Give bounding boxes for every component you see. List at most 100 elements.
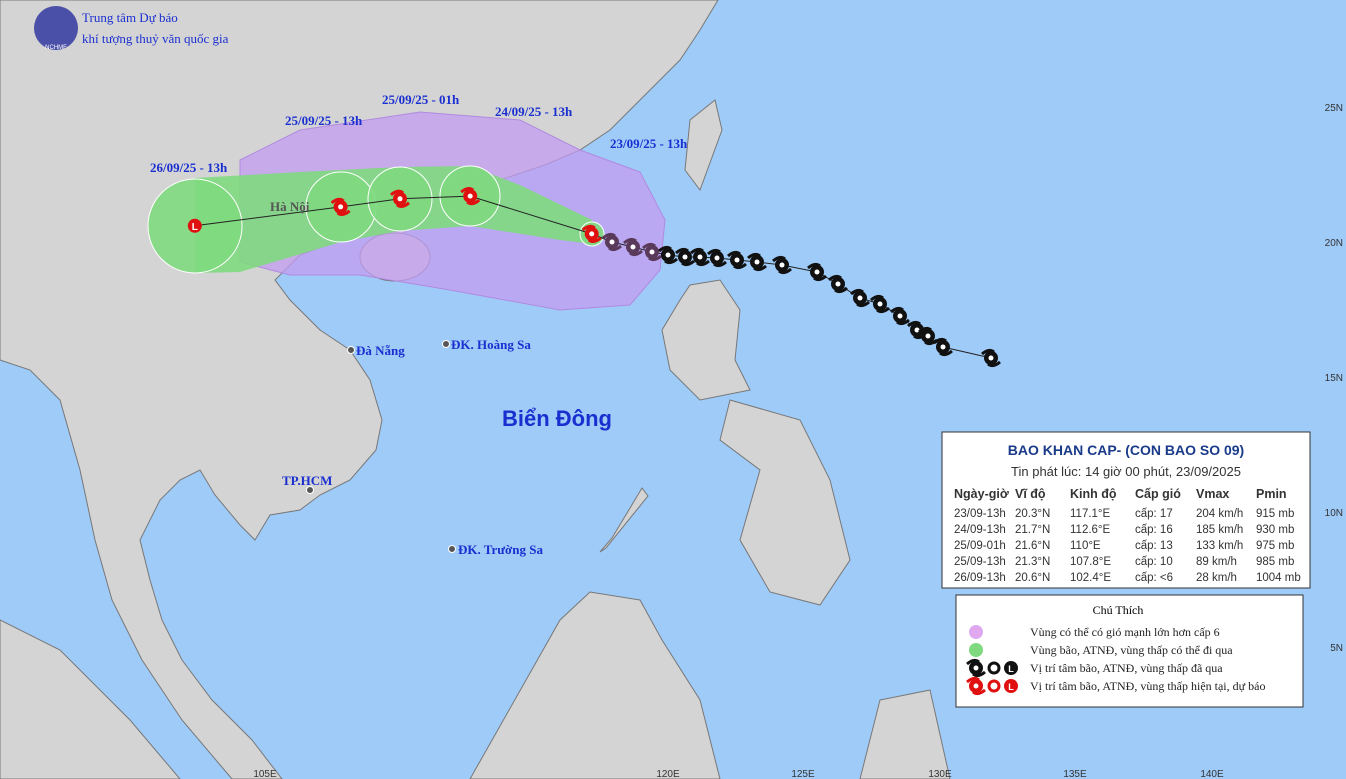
past-position — [690, 247, 710, 267]
storm-swirl — [933, 337, 953, 357]
past-position — [642, 242, 662, 262]
bulletin: BAO KHAN CAP- (CON BAO SO 09) Tin phát l… — [941, 431, 1311, 589]
table-cell: 112.6°E — [1070, 524, 1111, 536]
lat-label: 25N — [1325, 103, 1343, 114]
lat-label: 20N — [1325, 238, 1343, 249]
legend-item: Vùng có thể có gió mạnh lớn hơn cấp 6 — [1030, 625, 1220, 639]
column-header: Kinh độ — [1070, 487, 1117, 501]
storm-eye — [630, 244, 636, 250]
table-cell: 102.4°E — [1070, 572, 1111, 584]
legend-icon — [969, 643, 983, 657]
storm-eye — [697, 254, 703, 260]
past-position — [772, 255, 792, 275]
table-cell: cấp: 10 — [1135, 556, 1173, 568]
table-cell: 107.8°E — [1070, 556, 1111, 568]
low-core — [187, 218, 202, 233]
storm-eye — [734, 257, 740, 263]
storm-position — [390, 189, 410, 208]
storm-eye — [754, 259, 760, 265]
storm-position — [581, 224, 602, 243]
table-cell: 23/09-13h — [954, 508, 1006, 520]
org-line: Trung tâm Dự báo — [82, 10, 178, 25]
column-header: Vĩ độ — [1015, 487, 1046, 501]
table-cell: 26/09-13h — [954, 572, 1006, 584]
table-cell: 185 km/h — [1196, 524, 1243, 536]
table-cell: 204 km/h — [1196, 508, 1243, 520]
place-dot — [306, 486, 314, 494]
storm-eye — [467, 193, 473, 199]
table-cell: 930 mb — [1256, 524, 1294, 536]
table-cell: 25/09-01h — [954, 540, 1006, 552]
place-label: ĐK. Trường Sa — [458, 542, 543, 557]
track-label: 26/09/25 - 13h — [150, 160, 228, 175]
storm-swirl — [850, 288, 870, 308]
bulletin-issued: Tin phát lúc: 14 giờ 00 phút, 23/09/2025 — [1011, 464, 1241, 479]
table-cell: 24/09-13h — [954, 524, 1006, 536]
lon-label: 135E — [1063, 769, 1087, 779]
past-position — [675, 247, 695, 267]
storm-swirl — [707, 248, 727, 268]
storm-swirl — [390, 189, 410, 208]
lon-label: 120E — [656, 769, 680, 779]
past-position — [623, 237, 643, 257]
past-position — [658, 245, 678, 265]
past-position — [907, 320, 927, 340]
legend: Chú Thích LL Vùng có thể có gió mạnh lớn… — [955, 594, 1304, 708]
past-position — [828, 274, 848, 294]
table-cell: 28 km/h — [1196, 572, 1237, 584]
lon-label: 140E — [1200, 769, 1224, 779]
table-cell: cấp: <6 — [1135, 572, 1173, 584]
past-position — [933, 337, 953, 357]
lat-label: 5N — [1330, 643, 1343, 654]
column-header: Vmax — [1196, 487, 1229, 501]
logo-text: NCHMF — [45, 45, 67, 51]
storm-eye — [665, 252, 671, 258]
storm-swirl — [642, 242, 662, 262]
low-letter: L — [192, 222, 198, 233]
legend-item: Vị trí tâm bão, ATNĐ, vùng thấp hiện tại… — [1030, 679, 1265, 693]
lon-label: 125E — [791, 769, 815, 779]
table-cell: 21.7°N — [1015, 524, 1050, 536]
past-position — [981, 348, 1001, 368]
storm-swirl — [828, 274, 848, 294]
table-cell: 110°E — [1070, 540, 1101, 552]
past-position — [850, 288, 870, 308]
lat-label: 10N — [1325, 508, 1343, 519]
past-position — [870, 294, 890, 314]
low-position: L — [187, 218, 202, 233]
storm-swirl — [690, 247, 710, 267]
storm-swirl — [460, 187, 481, 206]
storm-eye — [973, 665, 979, 671]
track-label: 25/09/25 - 01h — [382, 92, 460, 107]
logo: NCHMF Trung tâm Dự báo khí tượng thuỷ vă… — [34, 6, 229, 51]
table-cell: 133 km/h — [1196, 540, 1243, 552]
sea-label: Biển Đông — [502, 406, 612, 431]
storm-swirl — [966, 676, 986, 696]
legend-icon — [969, 625, 983, 639]
table-cell: 21.6°N — [1015, 540, 1050, 552]
org-line: khí tượng thuỷ văn quốc gia — [82, 31, 229, 46]
lat-label: 15N — [1325, 373, 1343, 384]
logo-circle — [34, 6, 78, 50]
storm-eye — [857, 295, 863, 301]
past-position — [707, 248, 727, 268]
storm-swirl — [966, 658, 986, 678]
bulletin-title: BAO KHAN CAP- (CON BAO SO 09) — [1008, 442, 1244, 458]
table-cell: cấp: 16 — [1135, 524, 1173, 536]
track-label: 25/09/25 - 13h — [285, 113, 363, 128]
legend-icon: L — [1008, 664, 1014, 674]
storm-swirl — [981, 348, 1001, 368]
place-label: Đà Nẵng — [356, 343, 405, 358]
table-cell: 25/09-13h — [954, 556, 1006, 568]
legend-icon — [987, 661, 1001, 675]
table-cell: 985 mb — [1256, 556, 1294, 568]
storm-eye — [914, 327, 920, 333]
storm-swirl — [675, 247, 695, 267]
track-label: 23/09/25 - 13h — [610, 136, 688, 151]
legend-icon — [987, 679, 1001, 693]
storm-swirl — [747, 252, 767, 272]
storm-swirl — [772, 255, 792, 275]
legend-icon — [966, 676, 986, 696]
storm-eye — [897, 313, 903, 319]
